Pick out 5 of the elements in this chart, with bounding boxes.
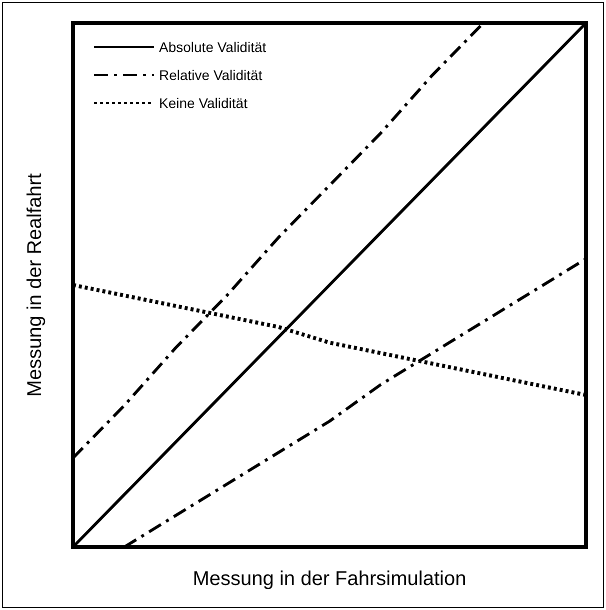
legend-label: Keine Validität — [159, 95, 248, 111]
y-axis-title: Messung in der Realfahrt — [24, 172, 46, 397]
legend-label: Absolute Validität — [159, 39, 266, 55]
x-axis-title: Messung in der Fahrsimulation — [192, 568, 466, 590]
legend-label: Relative Validität — [159, 67, 262, 83]
